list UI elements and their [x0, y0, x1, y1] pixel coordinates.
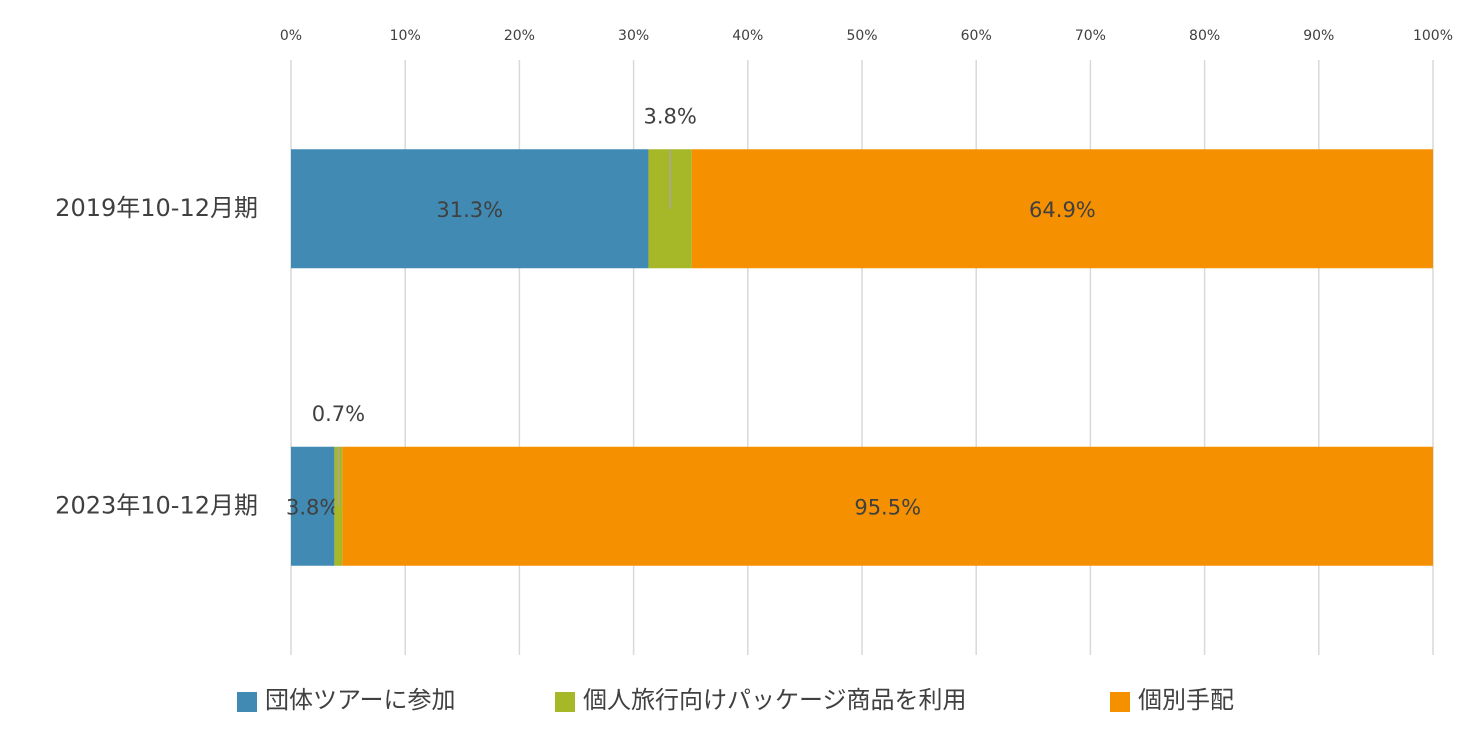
value-label: 31.3% — [436, 198, 503, 222]
x-tick-label: 60% — [961, 28, 992, 44]
bar-segment — [291, 446, 335, 566]
x-tick-label: 90% — [1303, 28, 1334, 44]
legend-swatch — [1110, 692, 1130, 712]
value-label: 64.9% — [1029, 198, 1096, 222]
legend-label: 個別手配 — [1138, 686, 1234, 714]
y-tick-label: 2023年10-12月期 — [55, 491, 258, 519]
value-label: 3.8% — [643, 104, 696, 128]
value-label: 95.5% — [854, 495, 921, 519]
legend-label: 団体ツアーに参加 — [265, 686, 456, 714]
x-tick-label: 100% — [1413, 28, 1453, 44]
legend-swatch — [555, 692, 575, 712]
x-tick-label: 10% — [390, 28, 421, 44]
x-tick-label: 0% — [280, 28, 302, 44]
value-label: 3.8% — [286, 495, 339, 519]
x-tick-label: 50% — [846, 28, 877, 44]
bar-segment — [342, 446, 1433, 566]
x-tick-label: 20% — [504, 28, 535, 44]
legend-swatch — [237, 692, 257, 712]
bar-segment — [691, 149, 1433, 269]
x-tick-label: 40% — [732, 28, 763, 44]
y-tick-label: 2019年10-12月期 — [55, 194, 258, 222]
x-tick-label: 70% — [1075, 28, 1106, 44]
legend-label: 個人旅行向けパッケージ商品を利用 — [583, 686, 967, 714]
value-label: 0.7% — [312, 402, 365, 426]
x-tick-label: 30% — [618, 28, 649, 44]
bar-segment — [291, 149, 649, 269]
x-tick-label: 80% — [1189, 28, 1220, 44]
